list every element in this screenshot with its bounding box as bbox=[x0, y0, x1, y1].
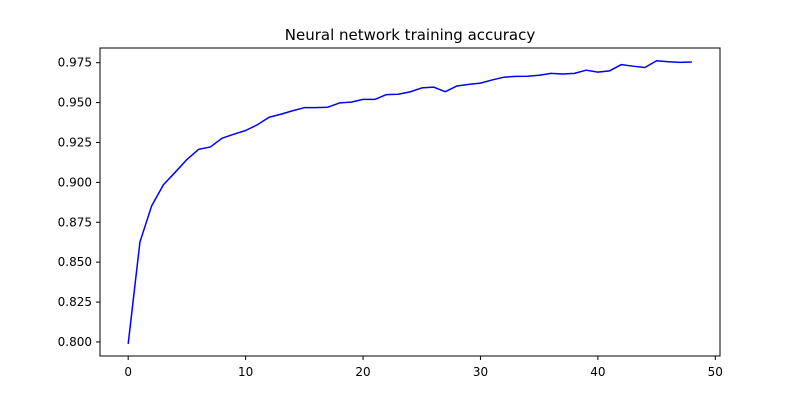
y-tick-label: 0.825 bbox=[58, 295, 92, 309]
y-tick-label: 0.850 bbox=[58, 255, 92, 269]
x-axis: 0 10 20 30 40 50 bbox=[124, 356, 723, 379]
y-axis: 0.800 0.825 0.850 0.875 0.900 0.925 0.950 0.975 bbox=[58, 56, 100, 349]
y-tick-label: 0.950 bbox=[58, 96, 92, 110]
plot-area bbox=[99, 47, 721, 357]
plot-frame bbox=[99, 47, 721, 357]
series-line-0 bbox=[127, 60, 692, 344]
y-tick-label: 0.875 bbox=[58, 215, 92, 229]
y-tick-label: 0.975 bbox=[58, 56, 92, 70]
x-tick-label: 30 bbox=[473, 365, 488, 379]
x-tick-label: 20 bbox=[355, 365, 370, 379]
x-tick-label: 10 bbox=[238, 365, 253, 379]
y-tick-label: 0.925 bbox=[58, 135, 92, 149]
x-tick-label: 0 bbox=[124, 365, 132, 379]
chart-title: Neural network training accuracy bbox=[285, 26, 536, 44]
y-tick-label: 0.800 bbox=[58, 335, 92, 349]
y-tick-label: 0.900 bbox=[58, 175, 92, 189]
x-tick-label: 50 bbox=[708, 365, 723, 379]
x-tick-label: 40 bbox=[590, 365, 605, 379]
